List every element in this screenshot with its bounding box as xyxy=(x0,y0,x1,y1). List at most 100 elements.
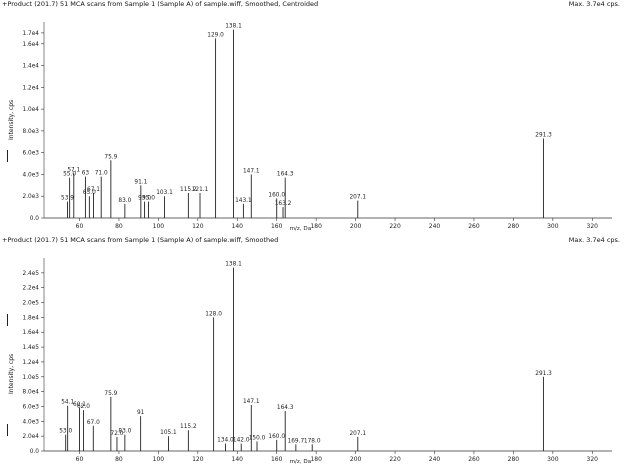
y-tick-label: 1.4e5 xyxy=(23,345,40,351)
peak-label: 143.1 xyxy=(235,198,252,204)
spectrum-chart-top: 60 80 100 120 140 160 180 200 220 240 260 280 300 320… xyxy=(23,22,612,232)
x-tick-label: 320 xyxy=(587,223,599,230)
y-tick-label: 6.0e3 xyxy=(23,151,40,157)
spectrum-chart-bottom: 60 80 100 120 140 160 180 200 220 240 260 280 300 320… xyxy=(23,258,612,465)
y-tick-label: 1.2e4 xyxy=(23,360,40,366)
peak-label: 53.0 xyxy=(59,429,72,435)
peak-label: 93.0 xyxy=(138,196,151,202)
x-tick-label: 280 xyxy=(508,456,520,463)
x-tick-label: 320 xyxy=(587,456,599,463)
x-tick-label: 80 xyxy=(115,223,123,230)
peak-label: 72.0 xyxy=(111,431,124,437)
x-tick-label: 140 xyxy=(232,223,244,230)
x-tick-label: 140 xyxy=(232,456,244,463)
x-tick-label: 60 xyxy=(76,223,84,230)
peak-label: 67.1 xyxy=(87,187,100,193)
panel-edge-marker xyxy=(7,424,8,436)
peak-label: 54.1 xyxy=(61,400,74,406)
peak-label: 62.0 xyxy=(77,404,90,410)
y-tick-label: 4.0e3 xyxy=(23,419,40,425)
peak-label: 55.0 xyxy=(63,172,76,178)
y-tick-label: 0.0 xyxy=(30,216,40,222)
y-tick-label: 1.8e4 xyxy=(23,315,40,321)
peak-label: 291.3 xyxy=(535,133,552,139)
spectrum-title: +Product (201.7) 51 MCA scans from Sampl… xyxy=(2,0,319,8)
x-tick-label: 260 xyxy=(468,223,480,230)
y-tick-label: 1.0e5 xyxy=(23,375,40,381)
x-tick-label: 160 xyxy=(271,456,283,463)
y-tick-label: 2.0e4 xyxy=(23,434,40,440)
x-tick-label: 260 xyxy=(468,456,480,463)
peak-label: 160.0 xyxy=(268,434,285,440)
x-tick-label: 220 xyxy=(389,223,401,230)
peak-label: 164.3 xyxy=(277,405,294,411)
peak-label: 67.0 xyxy=(87,420,100,426)
peak-label: 150.0 xyxy=(249,435,266,441)
peak-label: 164.3 xyxy=(277,172,294,178)
peak-label: 138.1 xyxy=(225,262,242,268)
y-tick-label: 8.0e4 xyxy=(23,390,40,396)
y-tick-label: 6.0e3 xyxy=(23,404,40,410)
spectrum-panel-top: +Product (201.7) 51 MCA scans from Sampl… xyxy=(0,0,626,232)
x-axis-label: m/z, Da xyxy=(290,459,312,465)
peak-label: 163.2 xyxy=(275,201,292,207)
peak-label: 75.9 xyxy=(104,391,117,397)
y-tick-label: 1.4e4 xyxy=(23,64,40,70)
peak-label: 95.0 xyxy=(142,196,155,202)
peak-label: 142.0 xyxy=(233,438,250,444)
peak-label: 147.1 xyxy=(243,399,260,405)
peak-label: 291.3 xyxy=(535,371,552,377)
peak-label: 178.0 xyxy=(304,438,321,444)
y-tick-label: 2.2e4 xyxy=(23,286,40,292)
x-axis-label: m/z, Da xyxy=(290,226,312,232)
peak-label: 147.1 xyxy=(243,168,260,174)
spectrum-header: +Product (201.7) 51 MCA scans from Sampl… xyxy=(2,0,622,9)
x-tick-label: 60 xyxy=(76,456,84,463)
y-tick-label: 2.0e3 xyxy=(23,194,40,200)
x-tick-label: 220 xyxy=(389,456,401,463)
y-tick-label: 1.2e4 xyxy=(23,85,40,91)
y-tick-label: 1.6e4 xyxy=(23,42,40,48)
y-tick-label: 8.0e3 xyxy=(23,129,40,135)
x-tick-label: 180 xyxy=(310,223,322,230)
peak-label: 53.9 xyxy=(61,196,74,202)
peak-label: 91 xyxy=(137,410,145,416)
x-tick-label: 240 xyxy=(429,223,441,230)
y-tick-label: 4.0e3 xyxy=(23,172,40,178)
peak-label: 128.0 xyxy=(205,311,222,317)
max-intensity-label: Max. 3.7e4 cps. xyxy=(568,0,620,8)
peak-label: 63 xyxy=(82,171,90,177)
x-tick-label: 100 xyxy=(153,223,165,230)
peak-label: 207.1 xyxy=(349,431,366,437)
peak-label: 75.9 xyxy=(104,154,117,160)
x-tick-label: 160 xyxy=(271,223,283,230)
peak-label: 134.0 xyxy=(217,438,234,444)
peak-label: 207.1 xyxy=(349,195,366,201)
peak-label: 103.1 xyxy=(156,190,173,196)
peak-label: 129.0 xyxy=(207,32,224,38)
peak-label: 60.1 xyxy=(73,402,86,408)
y-tick-label: 2.4e5 xyxy=(23,271,40,277)
x-tick-label: 240 xyxy=(429,456,441,463)
peak-label: 138.1 xyxy=(225,24,242,30)
peak-label: 83.0 xyxy=(118,198,131,204)
y-tick-label: 1.6e4 xyxy=(23,330,40,336)
spectrum-panel-bottom: +Product (201.7) 51 MCA scans from Sampl… xyxy=(0,236,626,465)
x-tick-label: 120 xyxy=(192,456,204,463)
spectrum-header: +Product (201.7) 51 MCA scans from Sampl… xyxy=(2,236,622,245)
peak-label: 121.1 xyxy=(192,187,209,193)
peak-label: 115.2 xyxy=(180,187,197,193)
peak-label: 83.0 xyxy=(118,429,131,435)
max-intensity-label: Max. 3.7e4 cps. xyxy=(568,236,620,244)
x-tick-label: 200 xyxy=(350,456,362,463)
spectrum-title: +Product (201.7) 51 MCA scans from Sampl… xyxy=(2,236,279,244)
x-tick-label: 300 xyxy=(547,456,559,463)
x-tick-label: 300 xyxy=(547,223,559,230)
x-tick-label: 80 xyxy=(115,456,123,463)
y-tick-label: 1.7e4 xyxy=(23,31,40,37)
y-tick-label: 1.0e4 xyxy=(23,107,40,113)
y-tick-label: 0.0 xyxy=(30,449,40,455)
peak-label: 91.1 xyxy=(134,179,147,185)
x-tick-label: 180 xyxy=(310,456,322,463)
peak-label: 169.7 xyxy=(288,438,305,444)
